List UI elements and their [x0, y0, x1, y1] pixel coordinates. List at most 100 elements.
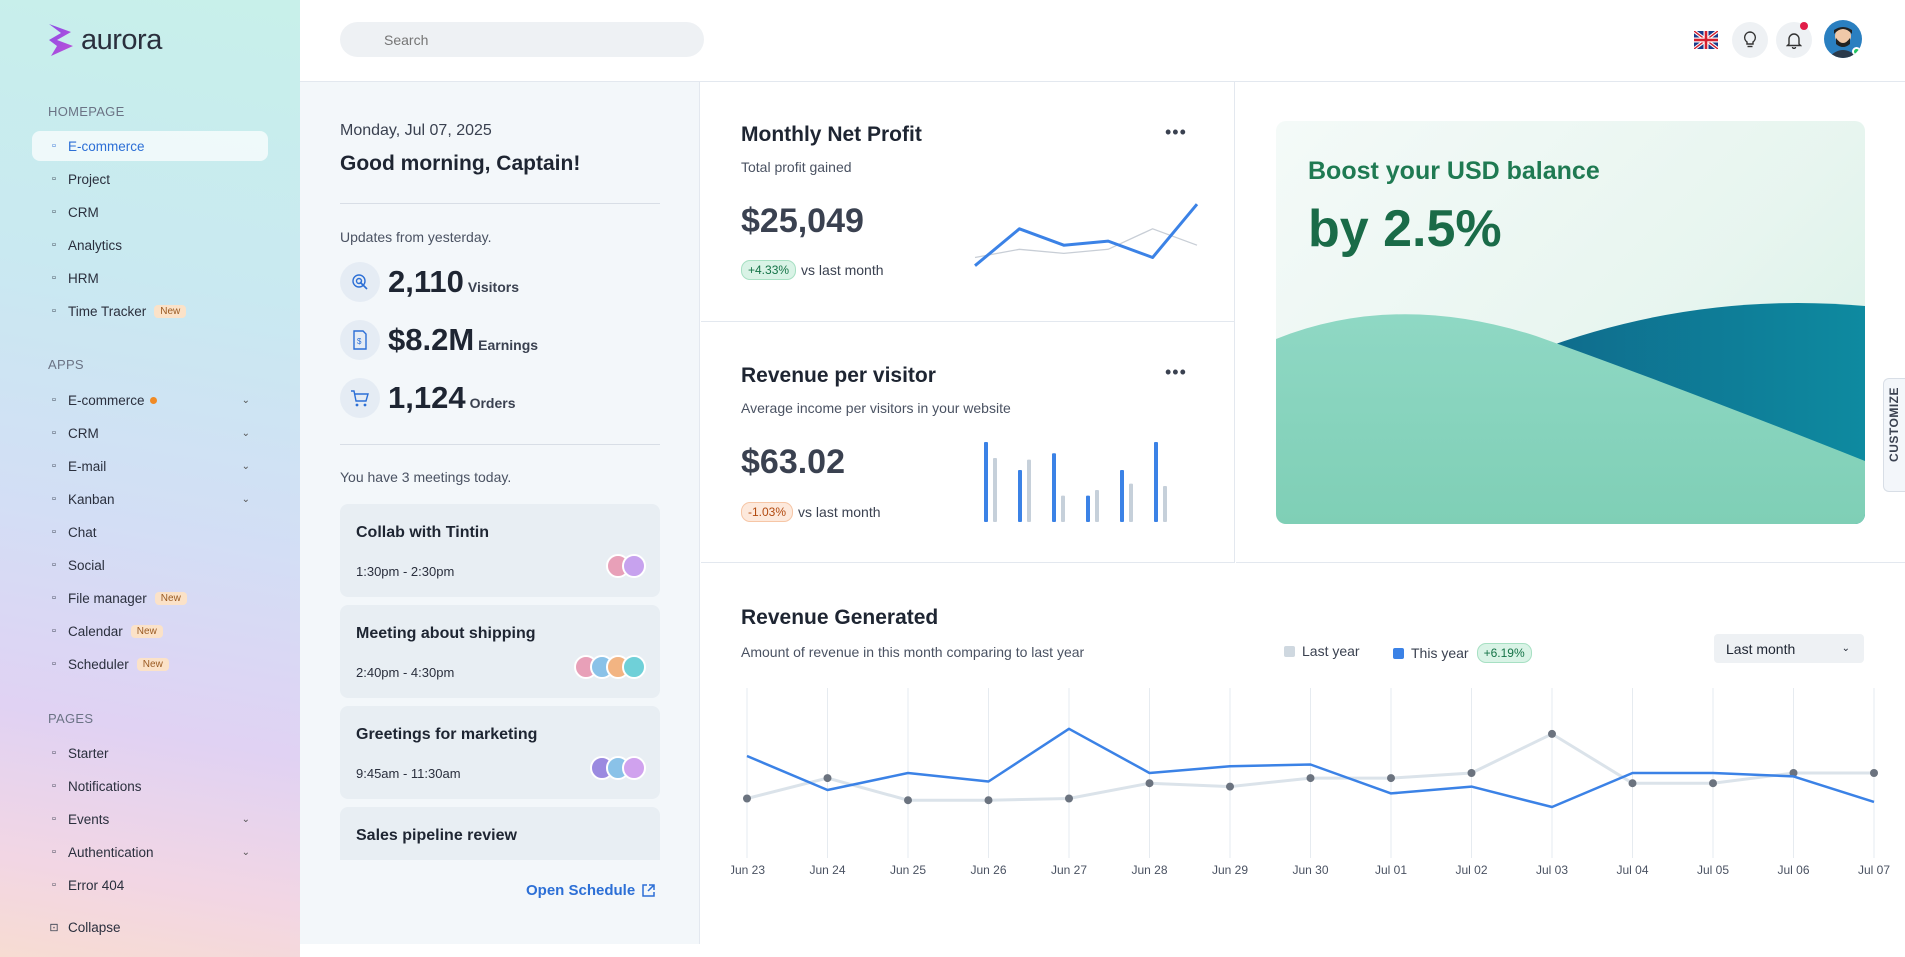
notifications-button[interactable] — [1776, 22, 1812, 58]
flag-icon: ▫ — [52, 813, 56, 825]
theme-button[interactable] — [1732, 22, 1768, 58]
revenue-per-visitor-bars — [984, 442, 1167, 522]
legend-swatch — [1393, 647, 1404, 659]
sidebar-item-starter[interactable]: ▫ Starter — [32, 738, 268, 768]
sidebar-item-label: File manager — [68, 590, 147, 606]
data-point[interactable] — [1870, 769, 1878, 777]
data-point[interactable] — [1387, 774, 1395, 783]
divider — [340, 203, 660, 204]
monthly-net-profit-card: Monthly Net Profit Total profit gained $… — [701, 82, 1235, 322]
meeting-card[interactable]: Sales pipeline review — [340, 807, 660, 860]
change-pill: +4.33% — [741, 260, 797, 280]
clipboard-icon: ▫ — [52, 173, 56, 185]
sidebar-item-label: Social — [68, 557, 105, 573]
shield-icon: ▫ — [52, 846, 56, 858]
period-select[interactable]: Last month ⌄ — [1714, 634, 1864, 663]
sidebar-item-calendar[interactable]: ▫ Calendar New — [32, 616, 268, 646]
lightbulb-icon — [1743, 31, 1757, 48]
sidebar-item-social[interactable]: ▫ Social — [32, 550, 268, 580]
sidebar-item-label: HRM — [68, 270, 99, 286]
meeting-card[interactable]: Collab with Tintin 1:30pm - 2:30pm — [340, 504, 660, 597]
collapse-button[interactable]: ⊡ Collapse — [32, 912, 268, 942]
top-header — [300, 0, 1905, 82]
cart-icon: ▫ — [52, 140, 56, 152]
data-point[interactable] — [904, 796, 912, 805]
wave-illustration — [1276, 303, 1865, 524]
legend-label: This year — [1411, 645, 1469, 661]
data-point[interactable] — [823, 774, 832, 783]
bar-last — [993, 458, 997, 522]
sidebar-item-notifications[interactable]: ▫ Notifications — [32, 771, 268, 801]
sidebar-item-e-mail[interactable]: ▫ E-mail ⌄ — [32, 451, 268, 481]
sidebar-item-e-commerce[interactable]: ▫ E-commerce — [32, 131, 268, 161]
data-point[interactable] — [1065, 794, 1073, 803]
legend-label: Last year — [1302, 643, 1360, 659]
data-point[interactable] — [1467, 769, 1476, 777]
data-point[interactable] — [1709, 779, 1717, 788]
language-button[interactable] — [1688, 22, 1724, 58]
customize-tab[interactable]: CUSTOMIZE — [1883, 378, 1905, 492]
x-tick-label: Jul 01 — [1375, 863, 1407, 874]
sidebar-item-crm[interactable]: ▫ CRM — [32, 197, 268, 227]
sidebar-item-file-manager[interactable]: ▫ File manager New — [32, 583, 268, 613]
legend-this-year[interactable]: This year +6.19% — [1393, 643, 1537, 663]
data-point[interactable] — [1145, 779, 1154, 788]
sidebar-item-label: CRM — [68, 204, 99, 220]
collapse-icon: ⊡ — [49, 921, 59, 934]
x-tick-label: Jun 28 — [1131, 863, 1167, 874]
chevron-down-icon: ⌄ — [241, 394, 250, 406]
notification-dot — [1800, 22, 1808, 30]
sidebar-item-analytics[interactable]: ▫ Analytics — [32, 230, 268, 260]
bar-this — [1086, 495, 1090, 522]
sidebar-item-authentication[interactable]: ▫ Authentication ⌄ — [32, 837, 268, 867]
sidebar-item-events[interactable]: ▫ Events ⌄ — [32, 804, 268, 834]
sidebar-item-e-commerce[interactable]: ▫ E-commerce ⌄ — [32, 385, 268, 415]
sidebar-item-label: Scheduler — [68, 656, 129, 672]
sidebar-item-chat[interactable]: ▫ Chat — [32, 517, 268, 547]
meeting-card[interactable]: Meeting about shipping 2:40pm - 4:30pm — [340, 605, 660, 698]
sidebar-item-error-404[interactable]: ▫ Error 404 — [32, 870, 268, 900]
chevron-down-icon: ⌄ — [241, 813, 250, 825]
section-pages: PAGES — [48, 711, 94, 726]
sidebar-item-crm[interactable]: ▫ CRM ⌄ — [32, 418, 268, 448]
data-point[interactable] — [984, 796, 993, 805]
mail-icon: ▫ — [52, 460, 56, 472]
sidebar-item-project[interactable]: ▫ Project — [32, 164, 268, 194]
sidebar-item-label: Events — [68, 811, 110, 827]
sidebar-item-kanban[interactable]: ▫ Kanban ⌄ — [32, 484, 268, 514]
promo-title: Boost your USD balance — [1308, 157, 1600, 185]
more-menu-button[interactable]: ••• — [1165, 362, 1187, 382]
section-homepage: HOMEPAGE — [48, 104, 125, 119]
sidebar-item-scheduler[interactable]: ▫ Scheduler New — [32, 649, 268, 679]
more-menu-button[interactable]: ••• — [1165, 122, 1187, 142]
data-point[interactable] — [1628, 779, 1637, 788]
current-date: Monday, Jul 07, 2025 — [340, 122, 492, 139]
sidebar-item-label: Calendar — [68, 623, 123, 639]
x-tick-label: Jun 26 — [970, 863, 1006, 874]
sidebar-item-label: CRM — [68, 425, 99, 441]
logo[interactable]: aurora — [47, 22, 162, 58]
avatar — [622, 756, 646, 780]
greeting-text: Good morning, Captain! — [340, 152, 581, 175]
data-point[interactable] — [1789, 769, 1798, 777]
data-point[interactable] — [743, 794, 751, 803]
x-tick-label: Jul 03 — [1536, 863, 1568, 874]
bar-last — [1129, 483, 1133, 522]
data-point[interactable] — [1226, 782, 1234, 791]
x-tick-label: Jul 05 — [1697, 863, 1729, 874]
search-input[interactable] — [340, 22, 704, 57]
x-tick-label: Jul 02 — [1455, 863, 1487, 874]
kanban-icon: ▫ — [52, 493, 56, 505]
data-point[interactable] — [1306, 774, 1315, 783]
avatar[interactable] — [1824, 20, 1862, 58]
avatar — [622, 554, 646, 578]
data-point[interactable] — [1548, 729, 1556, 738]
this-month-line — [974, 203, 1199, 267]
sidebar-item-hrm[interactable]: ▫ HRM — [32, 263, 268, 293]
sidebar-item-time-tracker[interactable]: ▫ Time Tracker New — [32, 296, 268, 326]
stat-earnings: $ $8.2M Earnings — [340, 320, 538, 360]
meeting-card[interactable]: Greetings for marketing 9:45am - 11:30am — [340, 706, 660, 799]
open-schedule-link[interactable]: Open Schedule — [526, 882, 656, 899]
legend-last-year[interactable]: Last year — [1284, 643, 1360, 659]
boost-balance-banner[interactable]: Boost your USD balance by 2.5% — [1276, 121, 1865, 524]
